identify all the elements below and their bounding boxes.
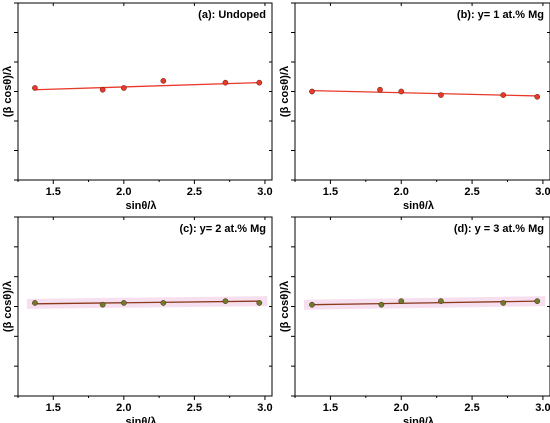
- data-point: [160, 78, 167, 84]
- x-tick-label: 2.5: [187, 186, 202, 198]
- x-tick-label: 1.5: [323, 402, 338, 414]
- x-tick-label: 2.0: [116, 186, 131, 198]
- chart-panel-c: 1.5 2.0 2.5 3.0 (c): y= 2 at.% Mg sinθ/λ (β co…: [2, 216, 273, 423]
- data-point: [256, 300, 263, 306]
- data-point: [99, 301, 106, 308]
- x-axis-label: sinθ/λ: [403, 200, 434, 212]
- x-tick-label: 2.0: [394, 186, 409, 198]
- data-point: [398, 88, 405, 95]
- panel-title: (d): y = 3 at.% Mg: [454, 223, 544, 235]
- panel-title: (a): Undoped: [198, 9, 266, 21]
- x-tick-label: 3.0: [535, 402, 550, 414]
- chart-panel-b: 1.5 2.0 2.5 3.0 (b): y= 1 at.% Mg sinθ/λ (β co…: [279, 2, 550, 212]
- data-point: [534, 298, 541, 304]
- y-axis-label: (β cosθ)/λ: [2, 66, 14, 117]
- y-axis-label: (β cosθ)/λ: [279, 66, 291, 117]
- x-tick-label: 2.0: [116, 402, 131, 414]
- x-tick-label: 2.0: [394, 402, 409, 414]
- data-point: [534, 93, 541, 100]
- data-point: [32, 300, 38, 306]
- data-point: [500, 300, 507, 306]
- x-tick-label: 1.5: [46, 402, 61, 414]
- chart-panel-a: 1.5 2.0 2.5 3.0 (a): Undoped sinθ/λ (β cosθ)/λ: [2, 2, 273, 212]
- fit-line: [34, 82, 260, 91]
- x-tick-label: 1.5: [46, 186, 61, 198]
- x-tick-label: 3.0: [535, 186, 550, 198]
- data-point: [222, 79, 229, 86]
- data-point: [438, 298, 444, 304]
- y-axis-label: (β cosθ)/λ: [2, 281, 14, 332]
- data-point: [500, 92, 507, 98]
- data-point: [309, 301, 315, 308]
- fit-line: [311, 300, 538, 306]
- data-point: [309, 88, 315, 95]
- data-point: [32, 85, 38, 91]
- x-axis-label: sinθ/λ: [125, 416, 156, 423]
- x-tick-label: 1.5: [323, 186, 338, 198]
- x-axis-label: sinθ/λ: [125, 200, 156, 212]
- x-tick-label: 3.0: [257, 402, 272, 414]
- x-axis-label: sinθ/λ: [403, 416, 434, 423]
- data-point: [120, 300, 127, 306]
- x-tick-label: 2.5: [464, 402, 479, 414]
- x-tick-label: 3.0: [257, 186, 272, 198]
- chart-panel-d: 1.5 2.0 2.5 3.0 (d): y = 3 at.% Mg sinθ/λ (β c…: [279, 216, 550, 423]
- data-point: [222, 298, 229, 304]
- y-axis-label: (β cosθ)/λ: [279, 281, 291, 332]
- data-point: [256, 79, 263, 86]
- data-point: [438, 92, 444, 98]
- panel-title: (b): y= 1 at.% Mg: [457, 9, 544, 21]
- data-point: [160, 300, 167, 306]
- data-point: [378, 301, 385, 308]
- x-tick-label: 2.5: [464, 186, 479, 198]
- data-point: [377, 86, 383, 93]
- data-point: [99, 86, 106, 93]
- x-tick-label: 2.5: [187, 402, 202, 414]
- fit-line: [311, 89, 538, 97]
- data-point: [398, 298, 405, 304]
- plot-frame: [17, 2, 273, 181]
- panel-title: (c): y= 2 at.% Mg: [180, 223, 267, 235]
- fit-line: [34, 300, 260, 305]
- data-point: [120, 85, 127, 91]
